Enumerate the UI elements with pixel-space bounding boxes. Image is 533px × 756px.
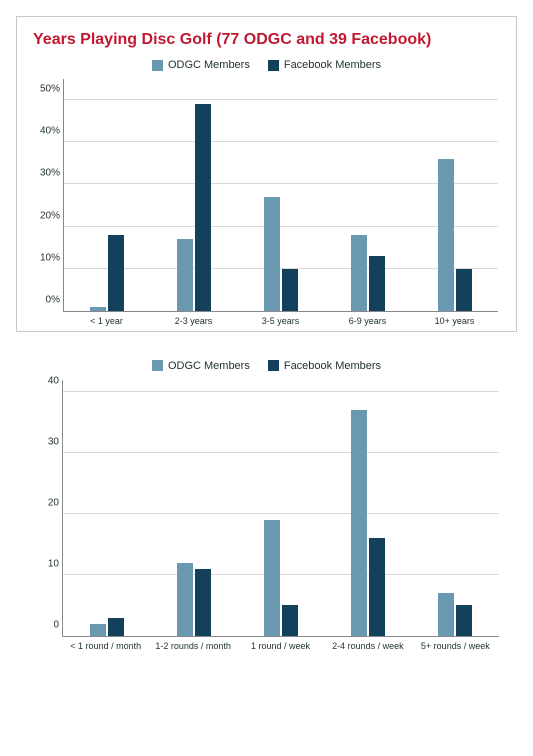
chart-1-bar-group <box>238 79 325 311</box>
chart-2-x-tick-label: 1 round / week <box>237 641 324 652</box>
chart-1-bar <box>351 235 367 311</box>
chart-2-bar <box>177 563 193 636</box>
chart-2-bar-group <box>237 380 324 636</box>
chart-1-legend: ODGC Members Facebook Members <box>29 59 504 71</box>
chart-2-bar-group <box>63 380 150 636</box>
legend-label-odgc-2: ODGC Members <box>168 360 250 372</box>
chart-2-x-tick-label: < 1 round / month <box>62 641 149 652</box>
chart-1-bar-group <box>411 79 498 311</box>
chart-2-bar-group <box>325 380 412 636</box>
chart-2-bar-group <box>150 380 237 636</box>
chart-1-plot-area: 0%10%20%30%40%50% <box>63 79 498 312</box>
chart-2-bar <box>282 605 298 635</box>
legend-swatch-odgc-2 <box>152 360 163 371</box>
chart-2-plot <box>63 380 499 636</box>
chart-1-bar <box>177 239 193 311</box>
legend-item-facebook: Facebook Members <box>268 59 381 71</box>
chart-1-x-labels: < 1 year2-3 years3-5 years6-9 years10+ y… <box>63 316 498 327</box>
chart-2-y-tick-label: 20 <box>29 497 59 508</box>
chart-1-title: Years Playing Disc Golf (77 ODGC and 39 … <box>33 31 504 49</box>
chart-1-bar <box>438 159 454 311</box>
chart-2-y-tick-label: 40 <box>29 376 59 387</box>
chart-1-x-tick-label: 3-5 years <box>237 316 324 327</box>
chart-1-bar <box>264 197 280 311</box>
chart-2-bar <box>108 618 124 636</box>
legend-item-odgc-2: ODGC Members <box>152 360 250 372</box>
chart-1-bar <box>195 104 211 311</box>
chart-2-x-tick-label: 2-4 rounds / week <box>324 641 411 652</box>
chart-1-bar-group <box>324 79 411 311</box>
chart-1-bar-group <box>151 79 238 311</box>
chart-2-bar <box>438 593 454 636</box>
chart-1-x-tick-label: < 1 year <box>63 316 150 327</box>
chart-2-y-tick-label: 10 <box>29 558 59 569</box>
chart-2-panel: ODGC Members Facebook Members 010203040 … <box>16 360 517 656</box>
chart-2-y-tick-label: 30 <box>29 436 59 447</box>
chart-2-x-labels: < 1 round / month1-2 rounds / month1 rou… <box>62 641 499 652</box>
chart-2-plot-area: 010203040 <box>62 380 499 637</box>
chart-1-y-tick-label: 0% <box>30 295 60 306</box>
chart-1-bar <box>282 269 298 311</box>
chart-1-bar <box>369 256 385 311</box>
chart-1-panel: Years Playing Disc Golf (77 ODGC and 39 … <box>16 16 517 332</box>
chart-2-bar <box>195 569 211 636</box>
legend-swatch-facebook-2 <box>268 360 279 371</box>
chart-1-y-tick-label: 10% <box>30 252 60 263</box>
chart-1-y-tick-label: 40% <box>30 126 60 137</box>
legend-label-facebook: Facebook Members <box>284 59 381 71</box>
chart-1-bar-group <box>64 79 151 311</box>
chart-2-x-tick-label: 1-2 rounds / month <box>149 641 236 652</box>
legend-label-odgc: ODGC Members <box>168 59 250 71</box>
chart-1-bar <box>90 307 106 311</box>
chart-2-bar-group <box>412 380 499 636</box>
chart-2-bar <box>351 410 367 636</box>
chart-1-y-tick-label: 30% <box>30 168 60 179</box>
legend-swatch-facebook <box>268 60 279 71</box>
chart-1-bar <box>108 235 124 311</box>
chart-1-x-tick-label: 10+ years <box>411 316 498 327</box>
legend-swatch-odgc <box>152 60 163 71</box>
chart-2-bar <box>264 520 280 636</box>
legend-item-facebook-2: Facebook Members <box>268 360 381 372</box>
chart-2-legend: ODGC Members Facebook Members <box>28 360 505 372</box>
chart-2-bar <box>90 624 106 636</box>
chart-2-y-tick-label: 0 <box>29 619 59 630</box>
chart-2-x-tick-label: 5+ rounds / week <box>412 641 499 652</box>
chart-1-x-tick-label: 2-3 years <box>150 316 237 327</box>
legend-item-odgc: ODGC Members <box>152 59 250 71</box>
chart-1-bar <box>456 269 472 311</box>
chart-1-plot <box>64 79 498 311</box>
chart-2-bar <box>369 538 385 636</box>
legend-label-facebook-2: Facebook Members <box>284 360 381 372</box>
chart-1-y-tick-label: 50% <box>30 84 60 95</box>
chart-2-bar <box>456 605 472 635</box>
chart-1-x-tick-label: 6-9 years <box>324 316 411 327</box>
chart-1-y-tick-label: 20% <box>30 210 60 221</box>
